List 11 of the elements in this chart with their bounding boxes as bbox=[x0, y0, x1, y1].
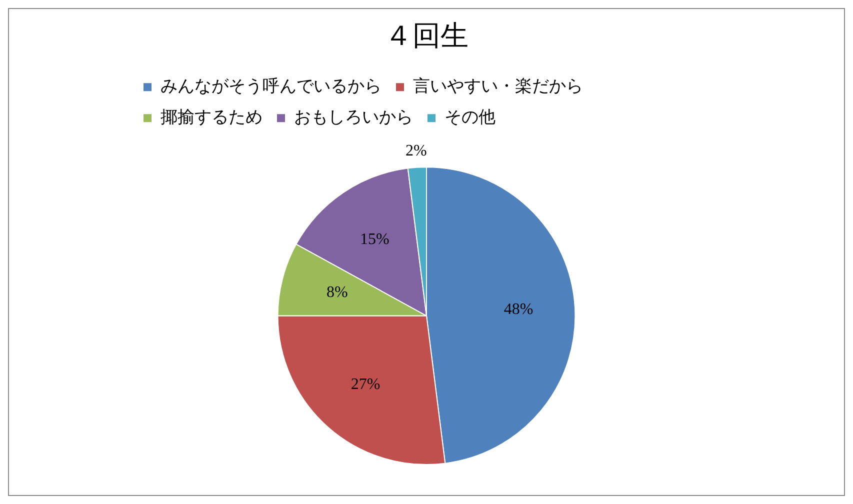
data-label: 48% bbox=[504, 301, 534, 318]
data-label: 8% bbox=[326, 284, 348, 302]
chart-title: ４回生 bbox=[384, 19, 468, 52]
data-label: 2% bbox=[405, 142, 427, 160]
data-label: 15% bbox=[360, 230, 390, 248]
legend-label: おもしろいから bbox=[294, 108, 413, 128]
legend-label: その他 bbox=[444, 108, 496, 128]
data-label: 27% bbox=[350, 376, 380, 394]
legend-label: 言いやすい・楽だから bbox=[413, 76, 583, 97]
legend-label: みんながそう呼んでいるから bbox=[160, 76, 382, 97]
legend-label: 揶揄するため bbox=[160, 108, 262, 128]
